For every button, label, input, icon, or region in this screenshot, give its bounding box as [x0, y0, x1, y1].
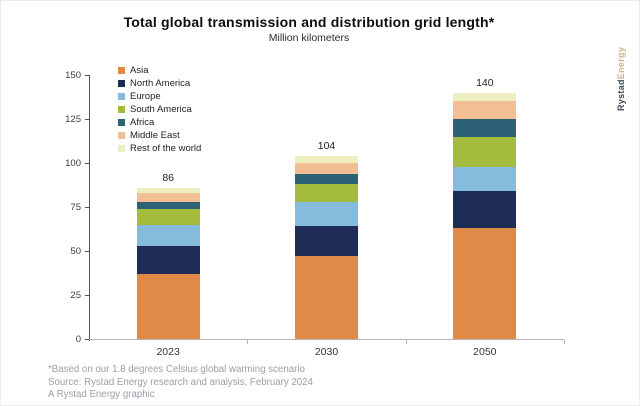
legend-swatch-icon	[118, 93, 125, 100]
bar-segment-africa-2023	[136, 202, 200, 209]
y-axis-tick	[85, 339, 89, 340]
y-axis-tick	[85, 207, 89, 208]
bar-segment-north-america-2050	[453, 191, 517, 228]
legend-item-north-america: North America	[118, 77, 201, 90]
bar-total-label: 104	[317, 140, 336, 152]
bar-segment-asia-2023	[136, 274, 200, 339]
bar-2030	[295, 156, 358, 339]
bar-segment-north-america-2023	[136, 246, 200, 274]
bar-segment-rest-of-the-world-2030	[295, 156, 358, 163]
bar-segment-north-america-2030	[295, 226, 358, 256]
bar-segment-europe-2050	[453, 167, 517, 191]
legend-item-middle-east: Middle East	[118, 129, 201, 142]
bar-segment-rest-of-the-world-2050	[453, 93, 517, 101]
y-tick-label: 0	[75, 334, 81, 345]
y-axis-tick	[85, 251, 89, 252]
legend-label: Europe	[130, 91, 161, 102]
y-tick-label: 125	[65, 114, 81, 125]
bar-2023	[136, 188, 200, 339]
x-category-label: 2050	[473, 346, 497, 358]
y-axis	[89, 75, 90, 341]
footnote-source: Source: Rystad Energy research and analy…	[48, 376, 313, 388]
bar-segment-europe-2030	[295, 202, 358, 226]
legend-item-south-america: South America	[118, 103, 201, 116]
legend-label: South America	[130, 104, 192, 115]
y-tick-label: 25	[70, 290, 81, 301]
legend-label: Rest of the world	[130, 143, 202, 154]
bar-total-label: 140	[476, 77, 494, 89]
legend-label: Middle East	[130, 130, 180, 141]
y-axis-tick	[85, 75, 89, 76]
y-tick-label: 150	[65, 70, 81, 81]
x-category-label: 2023	[156, 346, 180, 358]
y-axis-tick	[85, 119, 89, 120]
bar-segment-south-america-2030	[295, 184, 358, 202]
bar-segment-asia-2050	[453, 228, 517, 339]
bar-segment-europe-2023	[136, 225, 200, 246]
legend-label: Africa	[130, 117, 155, 128]
legend-swatch-icon	[118, 145, 125, 152]
bar-segment-middle-east-2050	[453, 101, 517, 119]
footnote: *Based on our 1.8 degrees Celsius global…	[48, 364, 313, 402]
x-axis-tick	[564, 340, 565, 344]
bar-2050	[453, 93, 517, 339]
legend-item-africa: Africa	[118, 116, 201, 129]
legend-swatch-icon	[118, 67, 125, 74]
y-tick-label: 50	[70, 246, 81, 257]
bar-segment-asia-2030	[295, 256, 358, 339]
x-axis	[89, 339, 564, 340]
chart-subtitle: Million kilometers	[268, 32, 350, 44]
legend-item-rest-of-the-world: Rest of the world	[118, 142, 201, 155]
bar-segment-africa-2050	[453, 119, 517, 137]
bar-segment-rest-of-the-world-2023	[136, 188, 200, 193]
footnote-credit: A Rystad Energy graphic	[48, 389, 155, 400]
legend: Asia North America Europe South America Afri…	[118, 64, 201, 155]
legend-label: Asia	[130, 65, 149, 76]
bar-segment-africa-2030	[295, 174, 358, 184]
legend-item-asia: Asia	[118, 64, 201, 77]
legend-swatch-icon	[118, 132, 125, 139]
footnote-scenario: *Based on our 1.8 degrees Celsius global…	[48, 364, 305, 375]
y-tick-label: 100	[65, 158, 81, 169]
x-axis-tick	[405, 340, 407, 344]
bar-total-label: 86	[162, 172, 174, 184]
x-axis-tick	[247, 340, 249, 344]
bar-segment-middle-east-2023	[136, 193, 200, 202]
bar-segment-south-america-2023	[136, 209, 200, 225]
x-category-label: 2030	[314, 346, 339, 358]
chart-title: Total global transmission and distributi…	[123, 14, 495, 30]
y-axis-tick	[85, 295, 89, 296]
legend-swatch-icon	[118, 80, 125, 87]
legend-swatch-icon	[118, 106, 125, 113]
y-tick-label: 75	[70, 202, 81, 213]
legend-label: North America	[130, 78, 191, 89]
y-axis-tick	[85, 163, 89, 164]
legend-item-europe: Europe	[118, 90, 201, 103]
legend-swatch-icon	[118, 119, 125, 126]
bar-segment-south-america-2050	[453, 137, 517, 167]
bar-segment-middle-east-2030	[295, 163, 358, 174]
